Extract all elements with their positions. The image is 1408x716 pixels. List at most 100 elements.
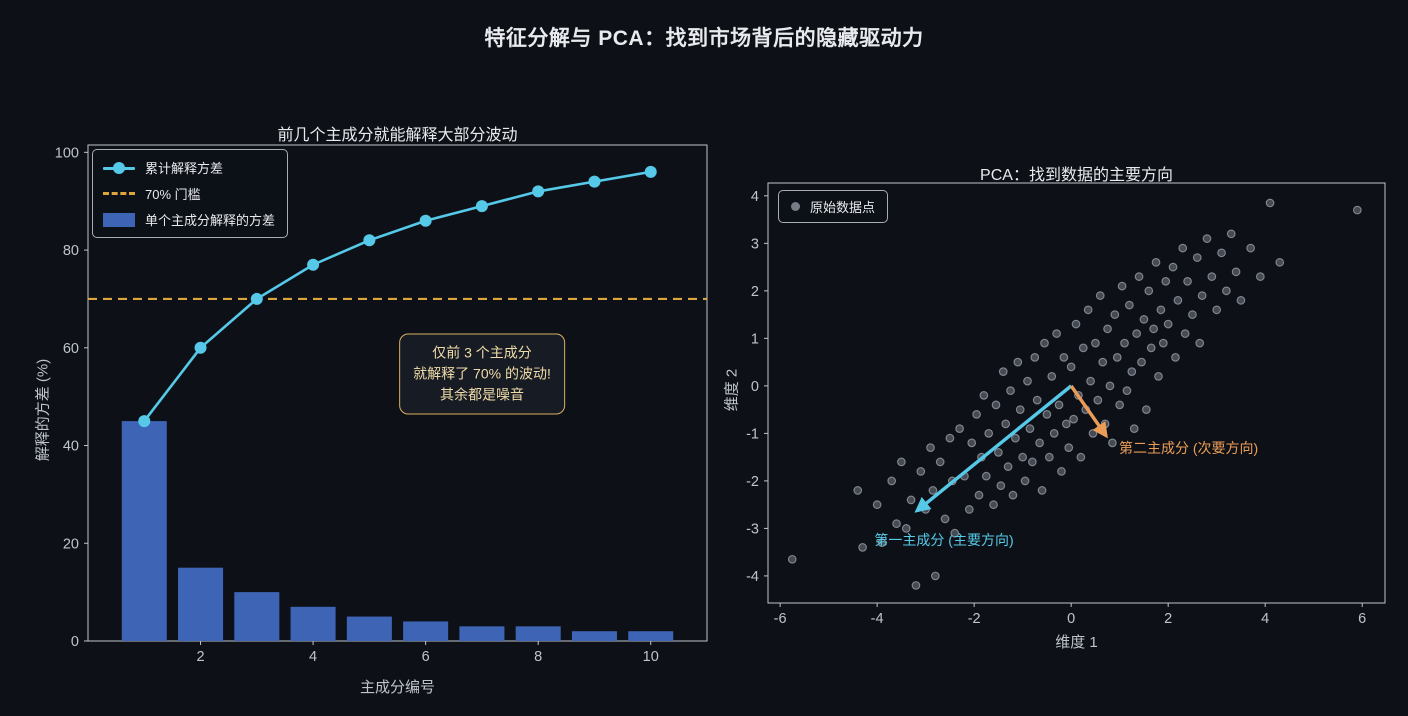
data-point xyxy=(955,424,964,433)
annotation-line: 就解释了 70% 的波动! xyxy=(413,365,551,382)
data-point xyxy=(1202,234,1212,243)
data-point xyxy=(1127,367,1137,376)
cumulative-marker xyxy=(307,258,320,271)
data-point xyxy=(1088,429,1098,438)
y-tick-label: 0 xyxy=(71,634,79,650)
data-point xyxy=(916,467,926,476)
data-point xyxy=(1037,486,1047,495)
data-point xyxy=(1108,438,1117,448)
x-tick-label: 6 xyxy=(422,649,430,665)
data-point xyxy=(950,528,960,538)
data-point xyxy=(872,500,882,510)
plot-frame xyxy=(87,144,708,642)
data-point xyxy=(1015,405,1025,414)
data-point xyxy=(1040,338,1049,348)
data-point xyxy=(901,524,911,533)
variance-bar xyxy=(571,631,617,641)
data-point xyxy=(1093,395,1103,405)
data-point xyxy=(1103,324,1112,334)
data-point xyxy=(1188,310,1197,319)
data-point xyxy=(1217,248,1226,258)
x-tick-label: 6 xyxy=(1358,611,1366,627)
data-point xyxy=(1144,286,1154,296)
data-point xyxy=(1083,305,1093,315)
data-point xyxy=(1115,400,1125,410)
data-point xyxy=(1008,490,1018,500)
legend-item-cumulative: 累计解释方差 xyxy=(103,158,275,177)
data-point xyxy=(1086,376,1095,386)
annotation-line: 仅前 3 个主成分 xyxy=(432,344,532,361)
data-point xyxy=(1047,372,1057,381)
legend-label: 累计解释方差 xyxy=(145,161,224,176)
y-tick-label: 20 xyxy=(63,536,79,552)
data-point xyxy=(1025,424,1035,433)
data-point xyxy=(1013,357,1023,367)
data-point xyxy=(1105,381,1115,391)
cumulative-marker xyxy=(250,292,263,305)
data-point xyxy=(1156,305,1166,315)
x-tick-label: -4 xyxy=(871,611,884,627)
y-tick-label: -2 xyxy=(746,474,759,490)
variance-bar xyxy=(403,621,449,641)
data-point xyxy=(1125,300,1134,310)
right-x-axis-label: 维度 1 xyxy=(1055,634,1098,651)
y-tick-label: 60 xyxy=(63,341,79,357)
data-point xyxy=(1054,400,1064,410)
data-point xyxy=(972,410,981,419)
data-point xyxy=(1042,410,1052,419)
data-point xyxy=(1023,376,1032,386)
y-tick-label: 0 xyxy=(751,379,759,395)
figure-title: 特征分解与 PCA：找到市场背后的隐藏驱动力 xyxy=(484,27,924,50)
data-point xyxy=(1246,243,1255,253)
legend-label: 原始数据点 xyxy=(810,200,876,215)
pc1-arrow-label: 第一主成分 (主要方向) xyxy=(874,532,1014,548)
cumulative-marker xyxy=(644,165,657,178)
cumulative-marker xyxy=(138,415,151,428)
variance-bar xyxy=(121,421,167,641)
right-y-axis-label: 维度 2 xyxy=(723,368,741,412)
data-point xyxy=(1171,353,1180,362)
data-point xyxy=(858,543,867,552)
data-point xyxy=(1236,296,1246,305)
left-plot-title: 前几个主成分就能解释大部分波动 xyxy=(277,127,518,144)
data-point xyxy=(1066,362,1076,372)
data-point xyxy=(1032,395,1042,405)
data-point xyxy=(1146,343,1156,353)
data-point xyxy=(1158,338,1168,348)
data-point xyxy=(996,481,1006,490)
data-point xyxy=(911,581,921,590)
data-point xyxy=(1044,452,1054,462)
data-point xyxy=(1139,315,1149,324)
data-point xyxy=(1020,476,1030,486)
pca-scatter-canvas: -6 -4 -2 0 2 4 6 -4 -3 -2 -1 0 1 2 3 4 xyxy=(746,182,1386,627)
data-point xyxy=(1173,296,1183,305)
annotation-line: 其余都是噪音 xyxy=(439,386,524,403)
data-point xyxy=(1132,329,1141,338)
variance-bar xyxy=(515,626,561,641)
data-point xyxy=(1163,319,1173,329)
data-point xyxy=(998,367,1008,376)
data-point xyxy=(1222,286,1231,296)
variance-bar xyxy=(628,631,674,641)
data-point xyxy=(1255,272,1265,281)
data-point xyxy=(906,495,916,505)
data-point xyxy=(1154,372,1163,381)
data-point xyxy=(897,457,906,467)
data-point xyxy=(935,457,945,467)
data-point xyxy=(1134,272,1144,281)
data-point xyxy=(1049,429,1059,438)
data-point xyxy=(991,400,1001,410)
y-tick-label: 40 xyxy=(63,439,79,455)
data-point xyxy=(1161,276,1171,286)
data-point xyxy=(1095,291,1105,300)
data-point xyxy=(994,448,1003,457)
data-point xyxy=(1180,329,1190,338)
data-point xyxy=(1098,357,1108,367)
legend-item-threshold: 70% 门槛 xyxy=(103,184,275,203)
data-point xyxy=(1137,357,1146,367)
data-point xyxy=(1207,272,1217,281)
data-point xyxy=(1275,257,1285,267)
data-point xyxy=(1178,243,1188,253)
data-point xyxy=(1231,267,1241,277)
x-tick-label: -2 xyxy=(968,611,981,627)
